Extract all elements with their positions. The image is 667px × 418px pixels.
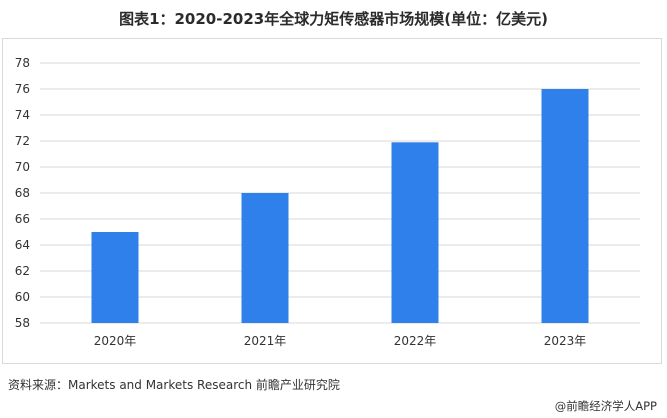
credit-note: @前瞻经济学人APP xyxy=(554,399,657,413)
x-axis-ticks: 2020年 2021年 2022年 2023年 xyxy=(94,334,587,348)
y-tick-label: 60 xyxy=(15,290,30,304)
y-tick-label: 68 xyxy=(15,186,30,200)
x-tick-label: 2020年 xyxy=(94,334,137,348)
y-tick-label: 76 xyxy=(15,82,30,96)
y-tick-label: 78 xyxy=(15,56,30,70)
y-tick-label: 64 xyxy=(15,238,30,252)
y-tick-label: 74 xyxy=(15,108,30,122)
y-tick-label: 72 xyxy=(15,134,30,148)
bar-2020年 xyxy=(91,232,139,323)
y-tick-label: 62 xyxy=(15,264,30,278)
chart-frame xyxy=(2,38,662,364)
chart-title: 图表1：2020-2023年全球力矩传感器市场规模(单位：亿美元) xyxy=(119,10,548,28)
bars xyxy=(91,89,589,323)
gridlines xyxy=(40,62,640,324)
x-tick-label: 2023年 xyxy=(544,334,587,348)
x-tick-label: 2021年 xyxy=(244,334,287,348)
y-tick-label: 66 xyxy=(15,212,30,226)
bar-2023年 xyxy=(541,89,589,323)
x-tick-label: 2022年 xyxy=(394,334,437,348)
y-tick-label: 70 xyxy=(15,160,30,174)
y-tick-label: 58 xyxy=(15,316,30,330)
bar-2022年 xyxy=(391,142,439,323)
y-axis-ticks: 58 60 62 64 66 68 70 72 74 76 78 xyxy=(15,56,30,330)
source-note: 资料来源：Markets and Markets Research 前瞻产业研究… xyxy=(8,378,340,392)
bar-2021年 xyxy=(241,193,289,323)
